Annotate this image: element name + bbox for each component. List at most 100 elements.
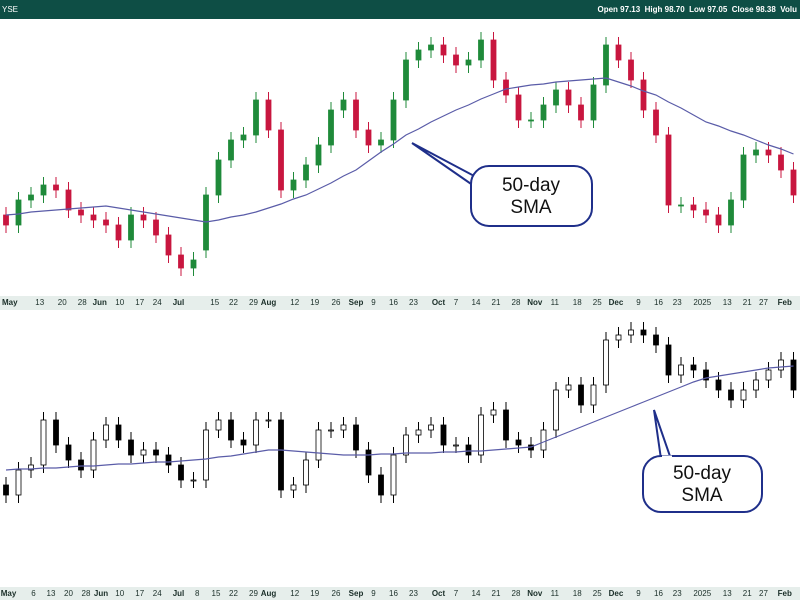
x-tick-label: 20	[58, 298, 67, 307]
candle-body	[178, 464, 184, 481]
candle-body	[53, 184, 59, 191]
candle-body	[15, 199, 22, 226]
x-tick-label: Sep	[349, 298, 364, 307]
callout-join	[472, 177, 480, 187]
callout-text: SMA	[510, 197, 552, 218]
candle-body	[340, 99, 347, 111]
candle-body	[478, 414, 484, 456]
x-tick-label: May	[1, 589, 17, 598]
candle-body	[140, 449, 147, 456]
x-tick-label: 18	[573, 589, 582, 598]
candle-body	[315, 144, 322, 166]
candle-body	[65, 444, 72, 461]
candle-body	[678, 364, 684, 376]
callout-box	[470, 165, 593, 227]
x-tick-label: Jul	[173, 298, 185, 307]
x-tick-label: 2025	[693, 298, 711, 307]
x-tick-label: 11	[551, 298, 560, 307]
x-tick-label: Oct	[432, 298, 446, 307]
candle-body	[428, 424, 434, 431]
candle-body	[478, 39, 484, 61]
candle-body	[165, 454, 172, 466]
candle-body	[628, 329, 634, 336]
candle-body	[353, 424, 359, 451]
x-tick-label: 28	[78, 298, 87, 307]
candle-body	[540, 104, 547, 121]
candle-body	[328, 429, 334, 432]
candle-body	[690, 364, 697, 371]
candle-body	[515, 94, 522, 121]
x-tick-label: 21	[743, 589, 752, 598]
candle-body	[190, 259, 197, 269]
candle-body	[178, 254, 184, 269]
candle-body	[728, 199, 734, 226]
candle-body	[603, 339, 609, 386]
callout-text: 50-day	[673, 463, 732, 484]
candle-body	[153, 219, 159, 236]
candle-body	[540, 429, 547, 451]
x-tick-label: May	[2, 298, 18, 307]
x-tick-label: 19	[310, 298, 319, 307]
x-tick-label: 26	[332, 589, 341, 598]
candle-body	[615, 44, 622, 61]
x-tick-label: 29	[249, 298, 258, 307]
candle-body	[165, 234, 172, 256]
candle-body	[490, 39, 497, 81]
candle-body	[665, 344, 672, 376]
candle-body	[603, 44, 609, 86]
candle-body	[228, 419, 234, 441]
candle-body	[40, 184, 47, 196]
callout-text: SMA	[681, 485, 723, 506]
candle-body	[240, 134, 247, 141]
x-tick-label: 7	[454, 589, 459, 598]
candle-body	[740, 154, 747, 201]
sma-line	[5, 365, 794, 471]
candle-body	[503, 409, 509, 441]
callout-arrow	[411, 142, 480, 188]
candle-body	[703, 209, 709, 216]
candle-body	[428, 44, 434, 51]
x-tick-label: 20	[64, 589, 73, 598]
candle-body	[653, 334, 659, 346]
callout-box	[642, 455, 763, 513]
candle-body	[103, 219, 109, 226]
x-tick-label: 23	[409, 298, 418, 307]
candle-body	[665, 134, 672, 206]
candle-body	[28, 464, 34, 471]
candle-body	[453, 54, 459, 66]
candle-body	[153, 449, 159, 456]
candle-body	[115, 424, 122, 441]
candle-body	[765, 369, 772, 381]
sma-line	[5, 77, 794, 223]
header-bar	[0, 0, 800, 19]
x-tick-label: 26	[332, 298, 341, 307]
candle-body	[615, 334, 622, 341]
candle-body	[440, 44, 447, 56]
candle-body	[78, 459, 84, 471]
x-tick-label: 10	[115, 589, 124, 598]
candle-body	[790, 169, 797, 196]
x-tick-label: 23	[409, 589, 418, 598]
x-tick-label: Sep	[349, 589, 364, 598]
x-tick-label: Jun	[93, 298, 107, 307]
candle-body	[790, 359, 797, 391]
candle-body	[290, 179, 297, 191]
candle-body	[590, 384, 597, 406]
x-tick-label: 11	[551, 589, 560, 598]
x-tick-label: 29	[249, 589, 258, 598]
panel: May 13 20 28 Jun 10 17 24 Jul 15 22 29 Aug 12 19 26 Sep 9…	[2, 32, 797, 307]
candle-body	[90, 439, 97, 471]
x-tick-label: 13	[723, 298, 732, 307]
candle-body	[440, 424, 447, 446]
candle-body	[90, 214, 97, 221]
candle-body	[640, 79, 647, 111]
x-tick-label: 9	[371, 589, 376, 598]
x-tick-label: 9	[636, 589, 641, 598]
x-tick-label: 22	[229, 589, 238, 598]
candle-body	[78, 209, 84, 216]
candle-body	[390, 99, 397, 141]
x-tick-label: 28	[512, 298, 521, 307]
x-tick-label: 27	[759, 298, 768, 307]
x-tick-label: 24	[153, 298, 162, 307]
